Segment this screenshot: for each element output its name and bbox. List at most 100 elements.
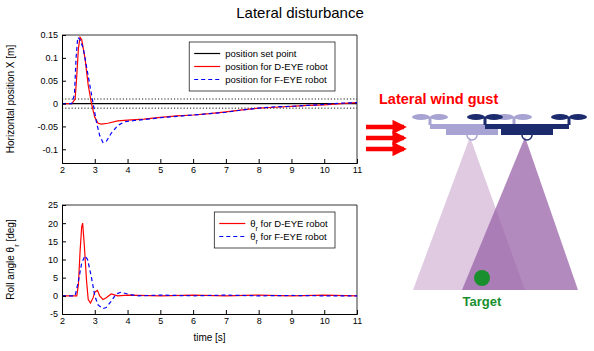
y-tick-mark — [62, 149, 66, 150]
y-tick: 0 — [53, 291, 66, 301]
y-axis-title: Roll angle θr [deg] — [5, 219, 21, 300]
x-tick-mark — [95, 159, 96, 163]
x-tick: 9 — [289, 159, 294, 175]
wind-arrow — [366, 147, 404, 152]
y-tick: 0.05 — [40, 76, 66, 86]
plot-frame — [62, 205, 357, 314]
data-line — [62, 37, 357, 142]
y-tick-mark — [62, 58, 66, 59]
y-tick-mark — [62, 241, 66, 242]
x-tick-mark — [95, 310, 96, 314]
x-tick: 7 — [224, 159, 229, 175]
legend-label: position for F-EYE robot — [225, 74, 327, 85]
x-tick-mark — [160, 310, 161, 314]
x-axis-line — [63, 159, 358, 164]
x-tick-label: 11 — [353, 165, 362, 175]
y-tick-label: -0.1 — [42, 145, 58, 155]
y-tick: 10 — [48, 255, 66, 265]
y-tick-label: 0.15 — [40, 30, 58, 40]
x-tick: 5 — [158, 159, 163, 175]
x-tick-mark — [128, 310, 129, 314]
y-tick-label: 0.05 — [40, 76, 58, 86]
target-label: Target — [463, 294, 502, 309]
schematic: Lateral wind gust Target — [366, 91, 587, 309]
y-tick-label: 25 — [48, 200, 58, 210]
x-tick: 6 — [191, 159, 196, 175]
x-tick-label: 5 — [158, 165, 163, 175]
y-tick-mark — [62, 278, 66, 279]
y-tick: -0.1 — [42, 145, 66, 155]
y-tick-mark — [62, 35, 66, 36]
plot-frame — [62, 35, 357, 163]
y-tick-mark — [62, 205, 66, 206]
legend-box — [214, 212, 335, 248]
x-tick-label: 11 — [353, 316, 362, 326]
y-axis: -50510152025 — [48, 200, 66, 319]
x-tick-label: 10 — [320, 165, 330, 175]
x-tick-label: 9 — [289, 316, 294, 326]
legend-swatch — [194, 79, 220, 80]
x-tick-mark — [291, 310, 292, 314]
x-tick: 8 — [257, 310, 262, 326]
x-tick-mark — [259, 310, 260, 314]
x-tick: 7 — [224, 310, 229, 326]
x-tick-label: 2 — [60, 165, 65, 175]
camera-cone-dark — [462, 137, 578, 290]
data-line — [62, 103, 357, 104]
x-tick-label: 6 — [191, 165, 196, 175]
y-axis-title: Horizontal position X [m] — [5, 45, 16, 154]
legend-label: position for D-EYE robot — [225, 61, 328, 72]
data-line — [62, 37, 357, 124]
rotor — [430, 114, 448, 120]
y-tick-label: 20 — [48, 219, 58, 229]
camera — [467, 135, 477, 140]
tolerance-line — [62, 108, 357, 109]
legend-label: position set point — [225, 48, 297, 59]
data-line — [62, 223, 357, 303]
y-tick-label: 10 — [48, 255, 58, 265]
x-tick-label: 8 — [257, 165, 262, 175]
tolerance-line — [62, 99, 357, 100]
y-tick: 25 — [48, 200, 66, 210]
x-tick-label: 2 — [60, 316, 65, 326]
legend-swatch — [219, 236, 245, 237]
y-tick-label: -0.05 — [37, 122, 58, 132]
x-tick-mark — [291, 159, 292, 163]
rotor — [485, 114, 503, 120]
x-tick-mark — [160, 159, 161, 163]
x-tick-mark — [324, 310, 325, 314]
x-tick: 10 — [320, 159, 330, 175]
y-tick-mark — [62, 296, 66, 297]
y-tick: -5 — [50, 309, 66, 319]
y-tick-mark — [62, 223, 66, 224]
y-axis-line — [63, 36, 67, 164]
x-tick-mark — [128, 159, 129, 163]
wind-arrow — [366, 136, 404, 141]
x-tick-mark — [226, 159, 227, 163]
y-axis-line — [63, 206, 67, 315]
x-axis: 234567891011 — [60, 310, 362, 326]
x-axis-title: time [s] — [193, 332, 225, 343]
rotor — [412, 114, 430, 120]
chart-panel: 234567891011-50510152025time [s]Roll ang… — [5, 200, 362, 343]
y-tick-mark — [62, 81, 66, 82]
x-tick-label: 3 — [93, 316, 98, 326]
wind-label: Lateral wind gust — [379, 91, 498, 107]
legend-box — [189, 42, 335, 91]
x-tick-label: 4 — [126, 316, 131, 326]
x-tick: 3 — [93, 310, 98, 326]
y-tick-mark — [62, 260, 66, 261]
x-tick: 8 — [257, 159, 262, 175]
x-tick-label: 8 — [257, 316, 262, 326]
x-axis: 234567891011 — [60, 159, 362, 175]
legend: position set point position for D-EYE rob… — [189, 42, 335, 91]
rotor — [467, 114, 485, 120]
title: Lateral disturbance — [236, 4, 364, 21]
y-tick: -0.05 — [37, 122, 66, 132]
x-tick: 4 — [126, 310, 131, 326]
y-tick-mark — [62, 314, 66, 315]
figure: Lateral disturbance 2 3 4 5 6 7 8 9 10 11 -0.1 -0.05… — [0, 0, 594, 351]
drone-dark — [467, 114, 587, 140]
y-tick: 0 — [53, 99, 66, 109]
target-marker — [474, 270, 490, 286]
